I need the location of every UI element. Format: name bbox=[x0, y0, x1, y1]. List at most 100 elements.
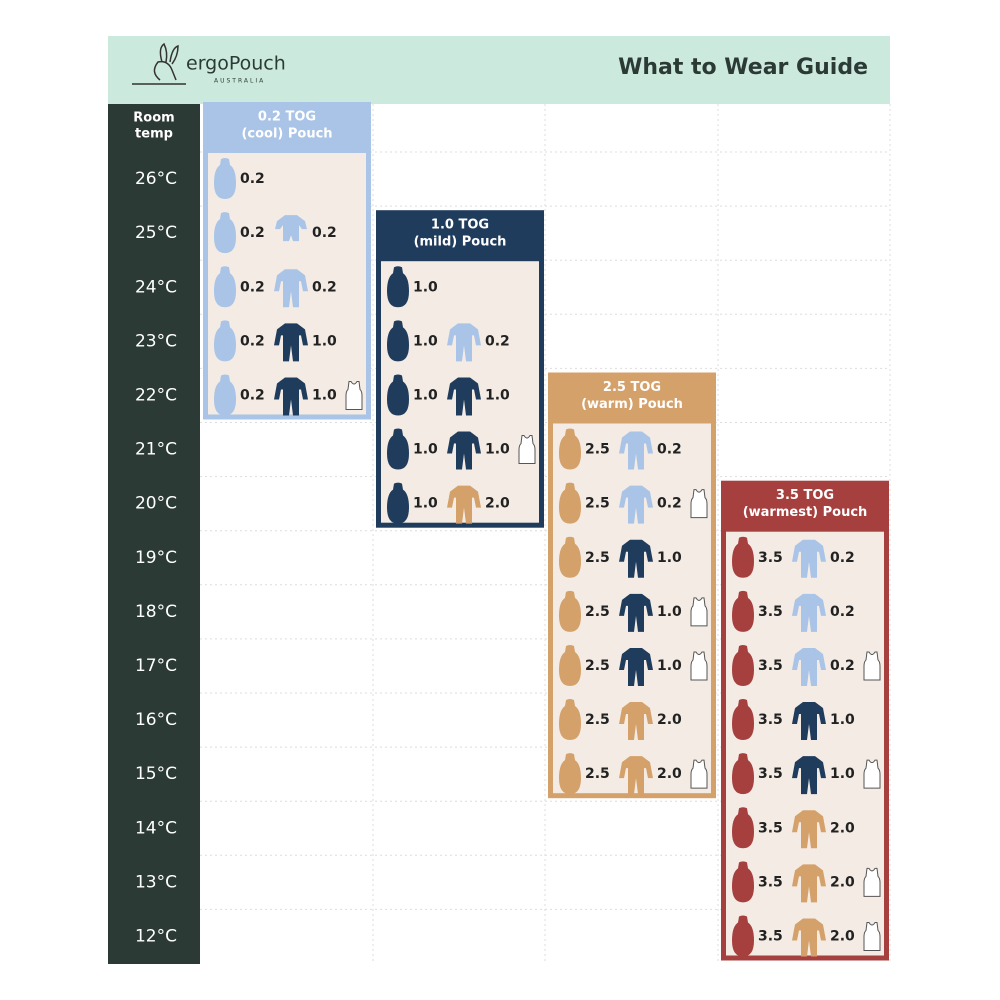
suit-tog: 2.0 bbox=[830, 928, 855, 944]
suit-tog: 1.0 bbox=[312, 333, 337, 349]
suit-tog: 2.0 bbox=[830, 874, 855, 890]
pouch-tog: 3.5 bbox=[758, 766, 783, 782]
suit-icon bbox=[619, 593, 653, 632]
pouch-icon bbox=[732, 590, 754, 632]
temp-label: 26°C bbox=[135, 169, 177, 189]
pouch-heading: 2.5 TOG bbox=[603, 380, 661, 395]
pouch-tog: 0.2 bbox=[240, 279, 265, 295]
pouch-icon bbox=[214, 320, 236, 362]
suit-tog: 1.0 bbox=[485, 387, 510, 403]
title: What to Wear Guide bbox=[618, 55, 868, 80]
pouch-tog: 1.0 bbox=[413, 442, 438, 458]
suit-tog: 1.0 bbox=[312, 387, 337, 403]
pouch-icon bbox=[387, 320, 409, 362]
pouch-heading: (cool) Pouch bbox=[241, 127, 332, 142]
suit-tog: 2.0 bbox=[485, 496, 510, 512]
suit-icon bbox=[792, 756, 826, 795]
pouch-tog: 2.5 bbox=[585, 442, 610, 458]
suit-icon bbox=[447, 323, 481, 362]
pouch-icon bbox=[214, 374, 236, 416]
pouch-tog: 1.0 bbox=[413, 279, 438, 295]
pouch-tog: 2.5 bbox=[585, 550, 610, 566]
suit-icon bbox=[792, 918, 826, 957]
suit-tog: 1.0 bbox=[657, 604, 682, 620]
pouch-icon bbox=[559, 753, 581, 795]
suit-icon bbox=[619, 485, 653, 524]
suit-tog: 1.0 bbox=[657, 658, 682, 674]
pouch-heading: (warmest) Pouch bbox=[743, 505, 868, 520]
pouch-icon bbox=[732, 644, 754, 686]
brand-sub: AUSTRALIA bbox=[214, 78, 265, 85]
pouch-icon bbox=[387, 374, 409, 416]
suit-tog: 2.0 bbox=[657, 766, 682, 782]
suit-tog: 0.2 bbox=[830, 658, 855, 674]
temp-label: 16°C bbox=[135, 710, 177, 730]
pouch-tog: 2.5 bbox=[585, 658, 610, 674]
pouch-tog: 2.5 bbox=[585, 712, 610, 728]
singlet-icon bbox=[690, 759, 708, 789]
suit-icon bbox=[447, 431, 481, 470]
suit-tog: 0.2 bbox=[830, 550, 855, 566]
temp-label: 22°C bbox=[135, 385, 177, 405]
suit-tog: 0.2 bbox=[312, 225, 337, 241]
suit-tog: 2.0 bbox=[830, 820, 855, 836]
suit-tog: 0.2 bbox=[657, 442, 682, 458]
suit-tog: 0.2 bbox=[657, 496, 682, 512]
temp-label: 17°C bbox=[135, 656, 177, 676]
temp-label: 15°C bbox=[135, 764, 177, 784]
temp-column bbox=[108, 104, 200, 964]
pouch-heading: 3.5 TOG bbox=[776, 488, 834, 503]
suit-icon bbox=[619, 756, 653, 795]
temp-label: 13°C bbox=[135, 872, 177, 892]
pouch-icon bbox=[214, 266, 236, 308]
brand: ergoPouch bbox=[186, 53, 286, 75]
suit-icon bbox=[792, 810, 826, 849]
pouch-tog: 0.2 bbox=[240, 171, 265, 187]
pouch-icon bbox=[387, 428, 409, 470]
suit-icon bbox=[792, 864, 826, 903]
temp-label: 25°C bbox=[135, 223, 177, 243]
pouch-icon bbox=[559, 536, 581, 578]
temp-label: 21°C bbox=[135, 440, 177, 460]
suit-icon bbox=[274, 377, 308, 416]
pouch-icon bbox=[559, 699, 581, 741]
suit-tog: 1.0 bbox=[485, 442, 510, 458]
pouch-tog: 3.5 bbox=[758, 712, 783, 728]
temp-label: 23°C bbox=[135, 331, 177, 351]
pouch-icon bbox=[214, 158, 236, 200]
pouch-tog: 3.5 bbox=[758, 874, 783, 890]
suit-icon bbox=[792, 702, 826, 741]
suit-icon bbox=[792, 593, 826, 632]
suit-icon bbox=[447, 485, 481, 524]
pouch-tog: 3.5 bbox=[758, 820, 783, 836]
pouch-icon bbox=[732, 536, 754, 578]
suit-tog: 2.0 bbox=[657, 712, 682, 728]
pouch-tog: 1.0 bbox=[413, 387, 438, 403]
pouch-tog: 2.5 bbox=[585, 496, 610, 512]
pouch-icon bbox=[214, 212, 236, 254]
pouch-icon bbox=[732, 915, 754, 957]
pouch-tog: 3.5 bbox=[758, 604, 783, 620]
suit-icon bbox=[792, 647, 826, 686]
pouch-heading: (mild) Pouch bbox=[414, 235, 507, 250]
temp-label: 20°C bbox=[135, 494, 177, 514]
pouch-tog: 1.0 bbox=[413, 333, 438, 349]
singlet-icon bbox=[690, 597, 708, 627]
pouch-icon bbox=[559, 482, 581, 524]
pouch-tog: 3.5 bbox=[758, 550, 783, 566]
logo-mark bbox=[132, 42, 186, 85]
singlet-icon bbox=[863, 867, 881, 897]
suit-icon bbox=[619, 702, 653, 741]
pouch-icon bbox=[732, 861, 754, 903]
pouch-icon bbox=[559, 428, 581, 470]
suit-tog: 1.0 bbox=[830, 712, 855, 728]
pouch-tog: 0.2 bbox=[240, 387, 265, 403]
singlet-icon bbox=[690, 489, 708, 519]
singlet-icon bbox=[863, 759, 881, 789]
suit-icon bbox=[619, 539, 653, 578]
temp-label: 19°C bbox=[135, 548, 177, 568]
pouch-tog: 2.5 bbox=[585, 604, 610, 620]
suit-tog: 0.2 bbox=[312, 279, 337, 295]
suit-icon bbox=[447, 377, 481, 416]
